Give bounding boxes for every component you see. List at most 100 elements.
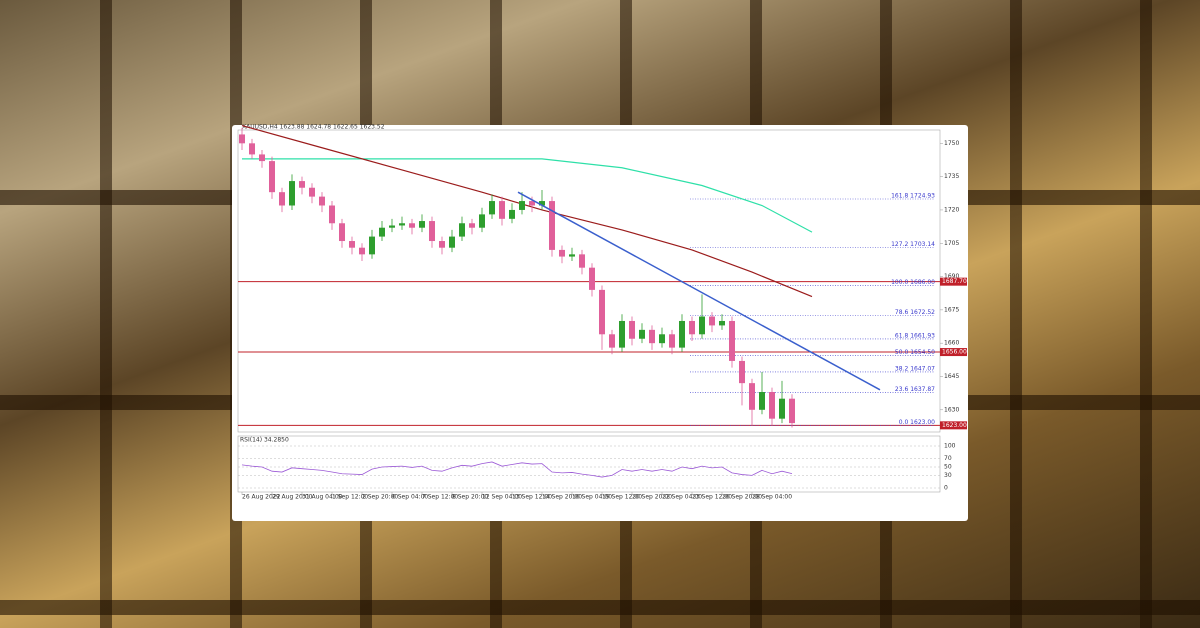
fib-label: 38.2 1647.07 (895, 365, 935, 372)
y-tick-label: 1720 (944, 206, 959, 213)
x-tick-label: 12 Sep 04:00 (482, 494, 522, 501)
y-tick-label: 1630 (944, 406, 959, 413)
rsi-pane (237, 435, 941, 493)
fib-label: 127.2 1703.14 (891, 241, 935, 248)
x-tick-label: 19 Sep 12:00 (602, 494, 642, 501)
candle-body (739, 360, 745, 384)
fib-label: 23.6 1637.87 (895, 386, 935, 393)
x-tick-label: 16 Sep 04:00 (572, 494, 612, 501)
x-tick-label: 31 Aug 04:00 (302, 494, 343, 501)
candle-body (689, 320, 695, 335)
candle-body (399, 223, 405, 226)
level-tag (940, 348, 967, 357)
fib-label: 61.8 1661.93 (895, 332, 935, 339)
candle-body (719, 320, 725, 326)
candle-body (549, 201, 555, 250)
x-tick-label: 26 Aug 2022 (242, 494, 281, 501)
x-tick-label: 8 Sep 20:00 (452, 494, 488, 501)
candle-body (249, 143, 255, 155)
candle-body (519, 201, 525, 210)
candle-body (769, 392, 775, 419)
rsi-tick-label: 50 (944, 464, 952, 471)
candle-body (709, 316, 715, 326)
candle-body (439, 241, 445, 248)
rsi-line (241, 461, 793, 478)
candle-body (379, 227, 385, 237)
x-tick-label: 22 Sep 04:00 (662, 494, 702, 501)
y-tick-label: 1735 (944, 173, 959, 180)
candle-body (369, 236, 375, 255)
candle-body (779, 398, 785, 419)
level-tag (940, 421, 967, 430)
y-tick-label: 1645 (944, 373, 959, 380)
candle-body (669, 334, 675, 348)
x-tick-label: 20 Sep 20:00 (632, 494, 672, 501)
candle-body (629, 320, 635, 339)
x-tick-label: 28 Sep 04:00 (752, 494, 792, 501)
rsi-tick-label: 70 (944, 455, 952, 462)
fib-label: 161.8 1724.93 (891, 192, 935, 199)
fib-label: 78.6 1672.52 (895, 309, 935, 316)
candle-body (319, 196, 325, 206)
candle-body (259, 154, 265, 162)
level-tag (940, 277, 967, 286)
y-tick-label: 1705 (944, 240, 959, 247)
y-tick-label: 1675 (944, 306, 959, 313)
candle-body (619, 320, 625, 348)
candle-body (579, 254, 585, 268)
fib-label: 100.0 1686.00 (891, 279, 935, 286)
rsi-tick-label: 100 (944, 443, 956, 450)
level-tag-label: 1656.00 (942, 349, 967, 356)
candle-body (489, 201, 495, 215)
candle-body (659, 334, 665, 344)
x-tick-label: 13 Sep 12:00 (512, 494, 552, 501)
candle-body (449, 236, 455, 248)
x-tick-label: 7 Sep 12:00 (422, 494, 458, 501)
rsi-label: RSI(14) 34.2850 (240, 437, 289, 444)
candle-body (529, 201, 535, 206)
candle-body (509, 209, 515, 219)
x-tick-label: 6 Sep 04:00 (392, 494, 428, 501)
trendline (517, 191, 881, 391)
x-tick-label: 29 Aug 20:00 (272, 494, 313, 501)
candle-body (279, 192, 285, 206)
candle-body (639, 329, 645, 339)
candle-body (309, 187, 315, 197)
candle-body (679, 320, 685, 348)
candle-body (409, 223, 415, 228)
candle-body (559, 249, 565, 257)
candle-body (729, 320, 735, 361)
candle-body (789, 398, 795, 424)
rsi-tick-label: 0 (944, 485, 948, 492)
candle-body (359, 247, 365, 255)
x-tick-label: 26 Sep 20:00 (722, 494, 762, 501)
x-tick-label: 23 Sep 12:00 (692, 494, 732, 501)
candle-body (419, 221, 425, 228)
x-tick-label: 14 Sep 20:00 (542, 494, 582, 501)
candle-body (479, 214, 485, 228)
candle-body (459, 223, 465, 237)
x-tick-label: 2 Sep 20:00 (362, 494, 398, 501)
candle-body (539, 201, 545, 206)
rsi-tick-label: 30 (944, 472, 952, 479)
moving-average (242, 158, 813, 233)
y-tick-label: 1690 (944, 273, 959, 280)
candle-body (469, 223, 475, 228)
y-tick-label: 1660 (944, 340, 959, 347)
x-tick-label: 1 Sep 12:00 (332, 494, 368, 501)
candle-body (759, 392, 765, 410)
candle-body (239, 134, 245, 144)
candle-body (429, 221, 435, 242)
candle-body (349, 241, 355, 248)
candle-body (389, 225, 395, 228)
chart-title: XAUUSD,H4 1623.88 1624.78 1622.65 1623.5… (242, 124, 385, 131)
level-tag-label: 1623.00 (942, 422, 967, 429)
candle-body (289, 181, 295, 206)
candle-body (339, 223, 345, 242)
candle-body (699, 316, 705, 335)
fib-label: 0.0 1623.00 (899, 419, 935, 426)
y-tick-label: 1750 (944, 140, 959, 147)
candle-body (269, 161, 275, 193)
